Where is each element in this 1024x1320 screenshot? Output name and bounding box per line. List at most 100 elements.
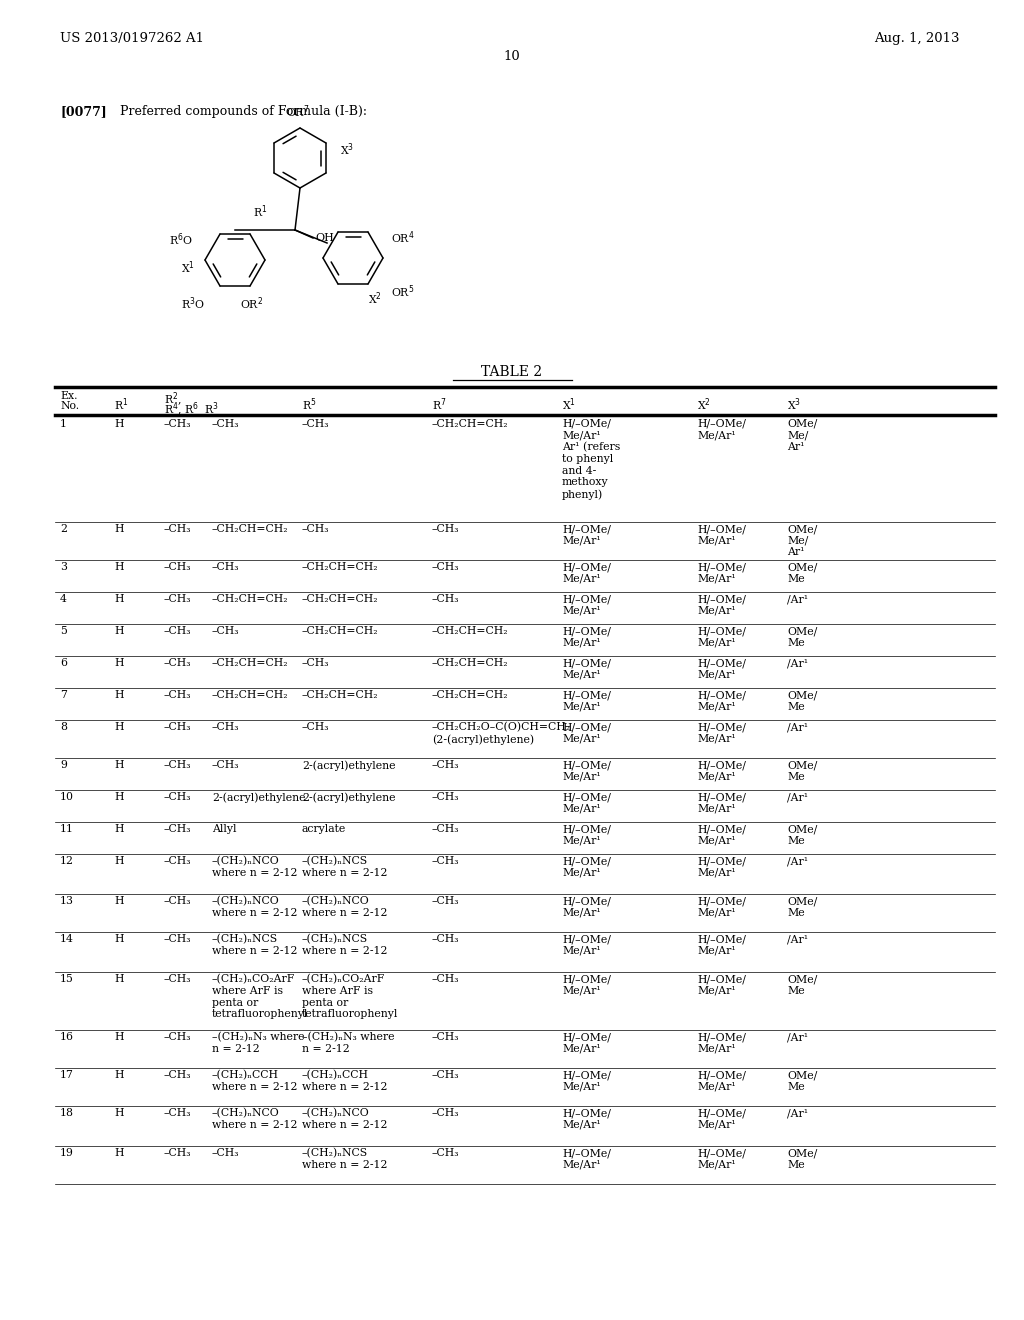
Text: H/–OMe/
Me/Ar¹: H/–OMe/ Me/Ar¹ <box>697 626 745 648</box>
Text: –CH₃: –CH₃ <box>432 974 460 983</box>
Text: OR$^7$: OR$^7$ <box>287 103 309 120</box>
Text: /Ar¹: /Ar¹ <box>787 1107 808 1118</box>
Text: –CH₃: –CH₃ <box>432 792 460 803</box>
Text: –CH₃: –CH₃ <box>164 418 191 429</box>
Text: H/–OMe/
Me/Ar¹: H/–OMe/ Me/Ar¹ <box>562 1071 611 1092</box>
Text: H/–OMe/
Me/Ar¹: H/–OMe/ Me/Ar¹ <box>697 1032 745 1053</box>
Text: OMe/
Me: OMe/ Me <box>787 896 817 917</box>
Text: –CH₃: –CH₃ <box>164 1071 191 1080</box>
Text: –CH₃: –CH₃ <box>164 760 191 770</box>
Text: 2-(acryl)ethylene: 2-(acryl)ethylene <box>302 792 395 803</box>
Text: /Ar¹: /Ar¹ <box>787 855 808 866</box>
Text: –CH₃: –CH₃ <box>164 562 191 572</box>
Text: H: H <box>114 792 124 803</box>
Text: H/–OMe/
Me/Ar¹: H/–OMe/ Me/Ar¹ <box>562 657 611 680</box>
Text: –CH₂CH=CH₂: –CH₂CH=CH₂ <box>212 657 289 668</box>
Text: 12: 12 <box>60 855 74 866</box>
Text: X$^1$: X$^1$ <box>181 260 195 276</box>
Text: –CH₃: –CH₃ <box>212 722 240 733</box>
Text: –CH₃: –CH₃ <box>164 792 191 803</box>
Text: –(CH₂)ₙCCH
where n = 2-12: –(CH₂)ₙCCH where n = 2-12 <box>212 1071 298 1092</box>
Text: –CH₂CH=CH₂: –CH₂CH=CH₂ <box>302 626 379 636</box>
Text: OMe/
Me: OMe/ Me <box>787 824 817 846</box>
Text: OR$^4$: OR$^4$ <box>391 230 415 247</box>
Text: –(CH₂)ₙNCS
where n = 2-12: –(CH₂)ₙNCS where n = 2-12 <box>302 935 387 956</box>
Text: H: H <box>114 974 124 983</box>
Text: –CH₂CH=CH₂: –CH₂CH=CH₂ <box>212 524 289 535</box>
Text: H/–OMe/
Me/Ar¹: H/–OMe/ Me/Ar¹ <box>697 524 745 545</box>
Text: –CH₃: –CH₃ <box>432 1148 460 1158</box>
Text: –CH₃: –CH₃ <box>212 626 240 636</box>
Text: H/–OMe/
Me/Ar¹: H/–OMe/ Me/Ar¹ <box>562 722 611 743</box>
Text: R$^1$: R$^1$ <box>114 396 128 413</box>
Text: –(CH₂)ₙNCS
where n = 2-12: –(CH₂)ₙNCS where n = 2-12 <box>212 935 298 956</box>
Text: –CH₃: –CH₃ <box>432 562 460 572</box>
Text: H/–OMe/
Me/Ar¹: H/–OMe/ Me/Ar¹ <box>697 792 745 813</box>
Text: R$^4$, R$^6$  R$^3$: R$^4$, R$^6$ R$^3$ <box>164 401 219 420</box>
Text: X$^3$: X$^3$ <box>787 396 801 413</box>
Text: –CH₃: –CH₃ <box>432 855 460 866</box>
Text: 13: 13 <box>60 896 74 906</box>
Text: –CH₂CH=CH₂: –CH₂CH=CH₂ <box>432 657 509 668</box>
Text: H/–OMe/
Me/Ar¹: H/–OMe/ Me/Ar¹ <box>562 792 611 813</box>
Text: Allyl: Allyl <box>212 824 237 834</box>
Text: H/–OMe/
Me/Ar¹: H/–OMe/ Me/Ar¹ <box>562 562 611 583</box>
Text: H: H <box>114 1032 124 1041</box>
Text: H: H <box>114 690 124 700</box>
Text: H: H <box>114 418 124 429</box>
Text: 2-(acryl)ethylene: 2-(acryl)ethylene <box>302 760 395 771</box>
Text: –CH₃: –CH₃ <box>164 974 191 983</box>
Text: H/–OMe/
Me/Ar¹: H/–OMe/ Me/Ar¹ <box>562 524 611 545</box>
Text: –(CH₂)ₙNCS
where n = 2-12: –(CH₂)ₙNCS where n = 2-12 <box>302 1148 387 1170</box>
Text: OMe/
Me: OMe/ Me <box>787 1071 817 1092</box>
Text: H/–OMe/
Me/Ar¹: H/–OMe/ Me/Ar¹ <box>562 896 611 917</box>
Text: /Ar¹: /Ar¹ <box>787 1032 808 1041</box>
Text: –CH₂CH₂O–C(O)CH=CH₂
(2-(acryl)ethylene): –CH₂CH₂O–C(O)CH=CH₂ (2-(acryl)ethylene) <box>432 722 571 744</box>
Text: acrylate: acrylate <box>302 824 346 834</box>
Text: –(CH₂)ₙN₃ where
n = 2-12: –(CH₂)ₙN₃ where n = 2-12 <box>302 1032 394 1053</box>
Text: OMe/
Me/
Ar¹: OMe/ Me/ Ar¹ <box>787 524 817 557</box>
Text: R$^2$,: R$^2$, <box>164 391 182 409</box>
Text: –(CH₂)ₙNCO
where n = 2-12: –(CH₂)ₙNCO where n = 2-12 <box>212 855 298 878</box>
Text: H/–OMe/
Me/Ar¹: H/–OMe/ Me/Ar¹ <box>697 935 745 956</box>
Text: 18: 18 <box>60 1107 74 1118</box>
Text: H/–OMe/
Me/Ar¹: H/–OMe/ Me/Ar¹ <box>697 1071 745 1092</box>
Text: H/–OMe/
Me/Ar¹: H/–OMe/ Me/Ar¹ <box>562 824 611 846</box>
Text: H: H <box>114 824 124 834</box>
Text: H: H <box>114 855 124 866</box>
Text: H/–OMe/
Me/Ar¹: H/–OMe/ Me/Ar¹ <box>697 974 745 995</box>
Text: –(CH₂)ₙNCO
where n = 2-12: –(CH₂)ₙNCO where n = 2-12 <box>212 896 298 917</box>
Text: –CH₃: –CH₃ <box>302 722 330 733</box>
Text: OR$^5$: OR$^5$ <box>391 282 415 300</box>
Text: –CH₂CH=CH₂: –CH₂CH=CH₂ <box>212 594 289 605</box>
Text: H/–OMe/
Me/Ar¹: H/–OMe/ Me/Ar¹ <box>562 690 611 711</box>
Text: 17: 17 <box>60 1071 74 1080</box>
Text: –CH₃: –CH₃ <box>164 690 191 700</box>
Text: –(CH₂)ₙCCH
where n = 2-12: –(CH₂)ₙCCH where n = 2-12 <box>302 1071 387 1092</box>
Text: 4: 4 <box>60 594 67 605</box>
Text: –CH₂CH=CH₂: –CH₂CH=CH₂ <box>302 594 379 605</box>
Text: –(CH₂)ₙN₃ where
n = 2-12: –(CH₂)ₙN₃ where n = 2-12 <box>212 1032 304 1053</box>
Text: –CH₃: –CH₃ <box>164 524 191 535</box>
Text: –CH₃: –CH₃ <box>432 1107 460 1118</box>
Text: –CH₂CH=CH₂: –CH₂CH=CH₂ <box>212 690 289 700</box>
Text: Aug. 1, 2013: Aug. 1, 2013 <box>874 32 961 45</box>
Text: H/–OMe/
Me/Ar¹: H/–OMe/ Me/Ar¹ <box>697 562 745 583</box>
Text: H/–OMe/
Me/Ar¹: H/–OMe/ Me/Ar¹ <box>562 974 611 995</box>
Text: –CH₃: –CH₃ <box>432 1071 460 1080</box>
Text: 16: 16 <box>60 1032 74 1041</box>
Text: –CH₃: –CH₃ <box>432 935 460 944</box>
Text: H/–OMe/
Me/Ar¹: H/–OMe/ Me/Ar¹ <box>697 896 745 917</box>
Text: H: H <box>114 657 124 668</box>
Text: –CH₃: –CH₃ <box>302 657 330 668</box>
Text: H/–OMe/
Me/Ar¹: H/–OMe/ Me/Ar¹ <box>562 855 611 878</box>
Text: OH: OH <box>315 234 334 243</box>
Text: /Ar¹: /Ar¹ <box>787 792 808 803</box>
Text: –CH₃: –CH₃ <box>164 1107 191 1118</box>
Text: R$^3$O: R$^3$O <box>181 294 205 312</box>
Text: –(CH₂)ₙCO₂ArF
where ArF is
penta or
tetrafluorophenyl: –(CH₂)ₙCO₂ArF where ArF is penta or tetr… <box>302 974 398 1019</box>
Text: H: H <box>114 524 124 535</box>
Text: –CH₃: –CH₃ <box>432 824 460 834</box>
Text: OR$^2$: OR$^2$ <box>240 294 263 312</box>
Text: OMe/
Me: OMe/ Me <box>787 626 817 648</box>
